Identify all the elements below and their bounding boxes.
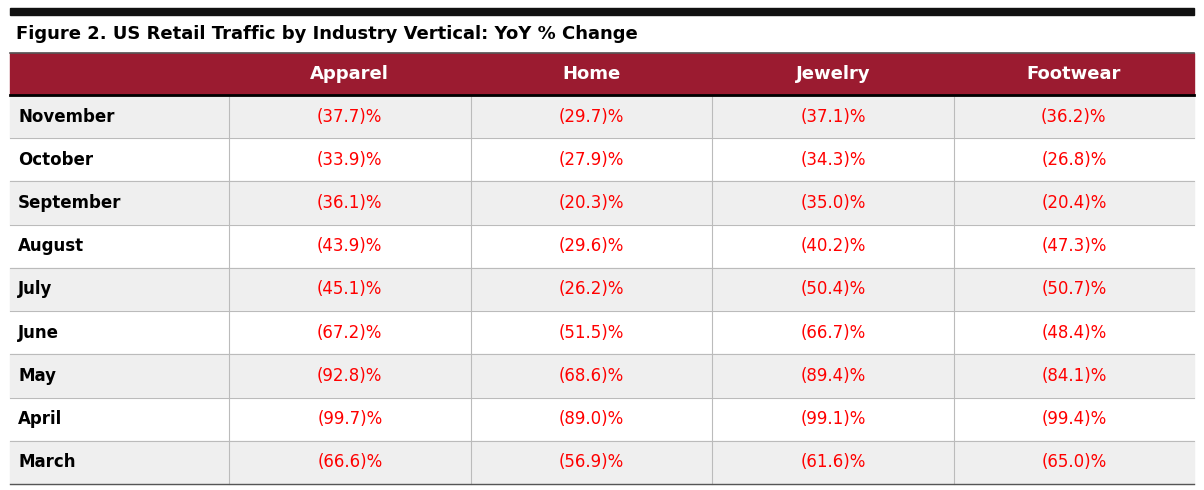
Text: (66.6)%: (66.6)% [317,453,383,471]
Text: (99.1)%: (99.1)% [801,410,866,428]
Text: (45.1)%: (45.1)% [317,280,383,298]
Text: (56.9)%: (56.9)% [559,453,624,471]
Bar [10,311,1194,354]
Text: June: June [18,324,59,342]
Text: (68.6)%: (68.6)% [559,367,624,385]
Text: April: April [18,410,63,428]
Text: (47.3)%: (47.3)% [1041,237,1106,255]
Text: (36.1)%: (36.1)% [317,194,383,212]
Text: Home: Home [562,65,620,83]
Text: (48.4)%: (48.4)% [1041,324,1106,342]
Text: (36.2)%: (36.2)% [1041,108,1106,125]
Text: March: March [18,453,76,471]
Text: (26.2)%: (26.2)% [559,280,624,298]
Text: August: August [18,237,84,255]
Text: (43.9)%: (43.9)% [317,237,383,255]
Text: (27.9)%: (27.9)% [559,151,624,169]
Text: (66.7)%: (66.7)% [801,324,866,342]
Text: (34.3)%: (34.3)% [801,151,866,169]
Text: (33.9)%: (33.9)% [317,151,383,169]
Text: July: July [18,280,53,298]
Text: May: May [18,367,57,385]
Bar [10,354,1194,397]
Text: Jewelry: Jewelry [796,65,870,83]
Text: (50.7)%: (50.7)% [1041,280,1106,298]
Text: (29.6)%: (29.6)% [559,237,624,255]
Text: (61.6)%: (61.6)% [801,453,866,471]
Bar [10,225,1194,268]
Text: (35.0)%: (35.0)% [801,194,866,212]
Text: (99.7)%: (99.7)% [317,410,383,428]
Text: (51.5)%: (51.5)% [559,324,624,342]
Text: (92.8)%: (92.8)% [317,367,383,385]
Bar [10,441,1194,484]
Text: (65.0)%: (65.0)% [1041,453,1106,471]
Bar [10,138,1194,181]
Text: Footwear: Footwear [1027,65,1121,83]
Bar [10,53,1194,95]
Text: (89.0)%: (89.0)% [559,410,624,428]
Bar [10,268,1194,311]
Text: (50.4)%: (50.4)% [801,280,866,298]
Bar [10,181,1194,225]
Text: (26.8)%: (26.8)% [1041,151,1106,169]
Bar [10,8,1194,15]
Text: September: September [18,194,122,212]
Text: November: November [18,108,114,125]
Text: (84.1)%: (84.1)% [1041,367,1106,385]
Text: (37.7)%: (37.7)% [317,108,383,125]
Text: (89.4)%: (89.4)% [801,367,866,385]
Text: (37.1)%: (37.1)% [801,108,866,125]
Text: (99.4)%: (99.4)% [1041,410,1106,428]
Text: (20.4)%: (20.4)% [1041,194,1106,212]
Text: (29.7)%: (29.7)% [559,108,624,125]
Text: Apparel: Apparel [311,65,389,83]
Text: Figure 2. US Retail Traffic by Industry Vertical: YoY % Change: Figure 2. US Retail Traffic by Industry … [16,25,638,43]
Text: (67.2)%: (67.2)% [317,324,383,342]
Text: (40.2)%: (40.2)% [801,237,866,255]
Text: (20.3)%: (20.3)% [559,194,624,212]
Bar [10,95,1194,138]
Bar [10,15,1194,53]
Bar [10,397,1194,441]
Text: October: October [18,151,93,169]
